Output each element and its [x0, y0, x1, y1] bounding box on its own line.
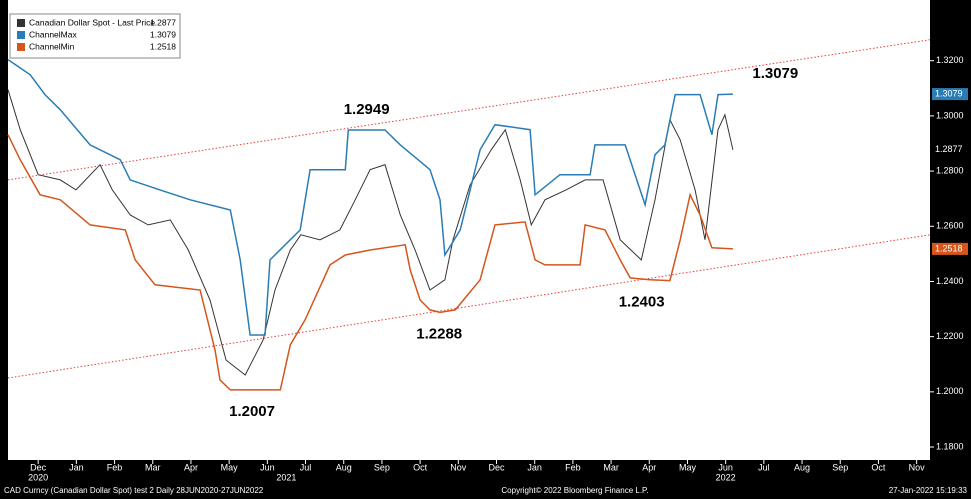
x-year-label: 2021 [276, 472, 296, 482]
legend-label: Canadian Dollar Spot - Last Price [29, 17, 155, 27]
trend-line [7, 39, 931, 181]
annotation: 1.2949 [344, 101, 390, 118]
footer-left: CAD Curncy (Canadian Dollar Spot) test 2… [4, 486, 264, 495]
annotation: 1.2288 [416, 325, 462, 342]
series-line [7, 58, 733, 336]
x-tick-label: Sep [832, 462, 848, 472]
x-tick-label: Jul [758, 462, 770, 472]
x-tick-label: Apr [184, 462, 198, 472]
y-tick-label: 1.2400 [936, 276, 964, 286]
y-tick-label: 1.2000 [936, 386, 964, 396]
y-tick-label: 1.2600 [936, 221, 964, 231]
footer-center: Copyright© 2022 Bloomberg Finance L.P. [501, 486, 648, 495]
last-value-label: 1.3079 [935, 88, 963, 98]
last-value-label: 1.2877 [935, 144, 963, 154]
x-tick-label: Jun [260, 462, 275, 472]
annotation: 1.3079 [752, 65, 798, 82]
legend-swatch [17, 43, 25, 51]
x-tick-label: Oct [871, 462, 886, 472]
y-tick-label: 1.3200 [936, 55, 964, 65]
x-year-label: 2020 [28, 472, 48, 482]
y-tick-label: 1.2800 [936, 165, 964, 175]
legend-label: ChannelMax [29, 29, 77, 39]
x-tick-label: Feb [107, 462, 123, 472]
legend-swatch [17, 19, 25, 27]
plot-area [8, 0, 930, 460]
x-tick-label: Sep [374, 462, 390, 472]
series-line [7, 89, 734, 376]
legend-value: 1.3079 [150, 29, 176, 39]
x-tick-label: May [221, 462, 239, 472]
annotation: 1.2007 [229, 403, 275, 420]
x-tick-label: Aug [336, 462, 352, 472]
x-tick-label: Jun [718, 462, 733, 472]
annotation: 1.2403 [619, 294, 665, 311]
trend-line [7, 234, 931, 379]
x-tick-label: May [679, 462, 697, 472]
x-tick-label: Nov [909, 462, 926, 472]
x-tick-label: Dec [30, 462, 47, 472]
legend-swatch [17, 31, 25, 39]
legend-label: ChannelMin [29, 41, 75, 51]
legend-value: 1.2877 [150, 17, 176, 27]
x-tick-label: Dec [488, 462, 505, 472]
x-tick-label: Aug [794, 462, 810, 472]
x-tick-label: Nov [450, 462, 467, 472]
x-tick-label: Apr [642, 462, 656, 472]
x-tick-label: Jan [69, 462, 84, 472]
x-tick-label: Oct [413, 462, 428, 472]
series-line [7, 134, 733, 391]
last-value-label: 1.2518 [935, 243, 963, 253]
last-value-tag [932, 242, 968, 255]
legend-value: 1.2518 [150, 41, 176, 51]
y-tick-label: 1.2200 [936, 331, 964, 341]
x-tick-label: Feb [565, 462, 581, 472]
x-tick-label: Jul [300, 462, 312, 472]
legend-box [9, 13, 181, 59]
x-year-label: 2022 [716, 472, 736, 482]
x-tick-label: Jan [527, 462, 542, 472]
last-value-tag [932, 88, 968, 101]
x-tick-label: Mar [145, 462, 161, 472]
footer-right: 27-Jan-2022 15:19:33 [889, 486, 968, 495]
x-tick-label: Mar [603, 462, 619, 472]
y-tick-label: 1.1800 [936, 441, 964, 451]
y-tick-label: 1.3000 [936, 110, 964, 120]
